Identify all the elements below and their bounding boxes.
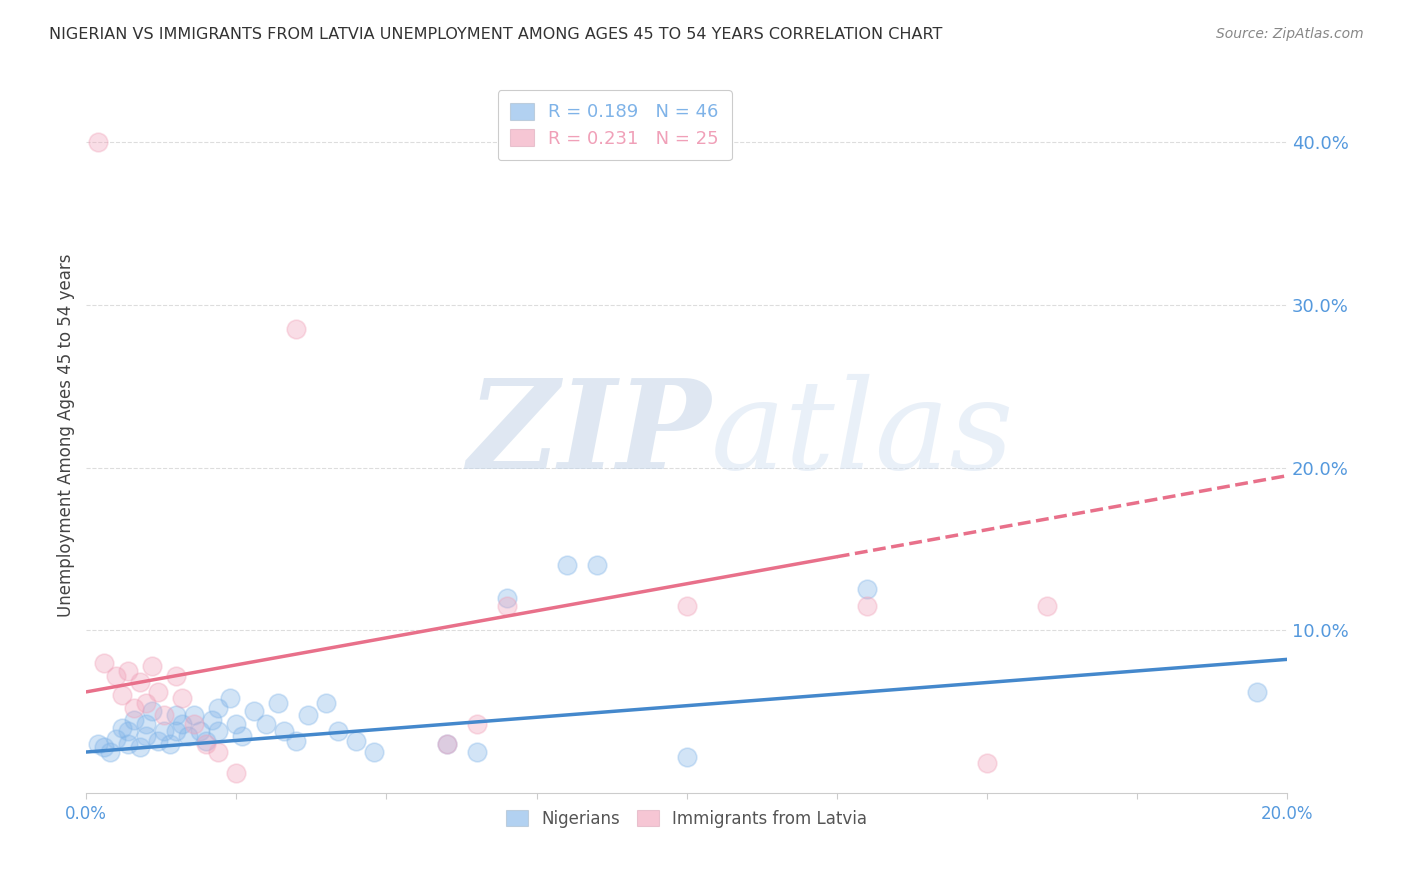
- Point: [93, 740, 115, 755]
- Point: [153, 707, 176, 722]
- Point: [135, 696, 157, 710]
- Point: [585, 558, 607, 573]
- Point: [495, 591, 517, 605]
- Point: [141, 658, 163, 673]
- Point: [225, 717, 247, 731]
- Point: [219, 691, 242, 706]
- Point: [363, 745, 385, 759]
- Point: [207, 701, 229, 715]
- Point: [201, 713, 224, 727]
- Point: [195, 737, 218, 751]
- Point: [135, 729, 157, 743]
- Point: [87, 136, 110, 150]
- Point: [117, 737, 139, 751]
- Point: [273, 723, 295, 738]
- Point: [190, 723, 212, 738]
- Point: [231, 729, 253, 743]
- Point: [856, 582, 879, 597]
- Point: [285, 733, 308, 747]
- Point: [159, 737, 181, 751]
- Point: [495, 599, 517, 613]
- Point: [105, 668, 128, 682]
- Point: [111, 688, 134, 702]
- Point: [436, 737, 458, 751]
- Legend: Nigerians, Immigrants from Latvia: Nigerians, Immigrants from Latvia: [499, 803, 873, 834]
- Text: atlas: atlas: [710, 375, 1014, 496]
- Point: [165, 668, 187, 682]
- Point: [254, 717, 277, 731]
- Text: Source: ZipAtlas.com: Source: ZipAtlas.com: [1216, 27, 1364, 41]
- Point: [243, 705, 266, 719]
- Point: [225, 766, 247, 780]
- Point: [465, 745, 488, 759]
- Point: [105, 731, 128, 746]
- Point: [117, 664, 139, 678]
- Point: [1246, 685, 1268, 699]
- Point: [165, 723, 187, 738]
- Point: [465, 717, 488, 731]
- Point: [328, 723, 350, 738]
- Point: [436, 737, 458, 751]
- Point: [1036, 599, 1059, 613]
- Point: [976, 756, 998, 771]
- Point: [153, 723, 176, 738]
- Point: [87, 737, 110, 751]
- Point: [195, 733, 218, 747]
- Point: [117, 723, 139, 738]
- Point: [93, 656, 115, 670]
- Point: [315, 696, 337, 710]
- Point: [207, 723, 229, 738]
- Point: [129, 675, 152, 690]
- Point: [148, 685, 170, 699]
- Y-axis label: Unemployment Among Ages 45 to 54 years: Unemployment Among Ages 45 to 54 years: [58, 253, 75, 616]
- Point: [124, 701, 146, 715]
- Point: [135, 717, 157, 731]
- Point: [124, 713, 146, 727]
- Point: [148, 733, 170, 747]
- Point: [555, 558, 578, 573]
- Point: [267, 696, 290, 710]
- Point: [346, 733, 368, 747]
- Point: [675, 599, 697, 613]
- Text: ZIP: ZIP: [467, 375, 710, 496]
- Point: [183, 717, 205, 731]
- Text: NIGERIAN VS IMMIGRANTS FROM LATVIA UNEMPLOYMENT AMONG AGES 45 TO 54 YEARS CORREL: NIGERIAN VS IMMIGRANTS FROM LATVIA UNEMP…: [49, 27, 942, 42]
- Point: [111, 721, 134, 735]
- Point: [129, 740, 152, 755]
- Point: [285, 322, 308, 336]
- Point: [856, 599, 879, 613]
- Point: [183, 707, 205, 722]
- Point: [98, 745, 121, 759]
- Point: [207, 745, 229, 759]
- Point: [675, 750, 697, 764]
- Point: [177, 729, 200, 743]
- Point: [172, 691, 194, 706]
- Point: [172, 717, 194, 731]
- Point: [165, 707, 187, 722]
- Point: [297, 707, 319, 722]
- Point: [141, 705, 163, 719]
